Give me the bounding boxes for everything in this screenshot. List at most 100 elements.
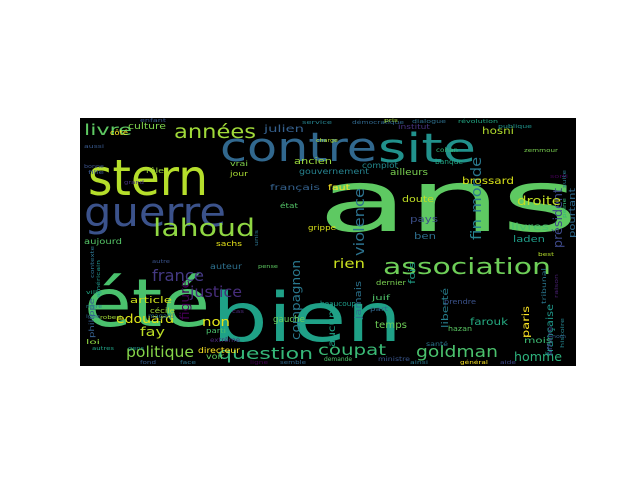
- cloud-word: publique: [498, 124, 532, 130]
- cloud-word: autres: [92, 346, 115, 352]
- cloud-word: liberté: [440, 287, 451, 328]
- cloud-word: gens: [128, 346, 145, 352]
- cloud-word: démocratique: [352, 119, 404, 126]
- cloud-word: brossard: [462, 176, 514, 187]
- cloud-word: france: [152, 266, 204, 285]
- cloud-word: général: [460, 359, 488, 366]
- cloud-word: ministre: [378, 356, 410, 363]
- cloud-word: charge: [316, 138, 338, 144]
- word-cloud-panel: ans été bien stern contre site guerre lahoud ass…: [80, 118, 576, 366]
- cloud-word: mère: [86, 303, 102, 310]
- cloud-word: temps: [375, 320, 407, 331]
- cloud-word: cohan: [436, 147, 458, 154]
- cloud-word: auteur: [210, 262, 243, 271]
- cloud-word: culture: [128, 122, 167, 132]
- cloud-word: philippe: [88, 298, 96, 338]
- cloud-word: voir: [206, 352, 225, 361]
- cloud-word: fin: [469, 219, 485, 240]
- cloud-word: edouard: [116, 312, 174, 326]
- cloud-word: robert: [100, 315, 122, 321]
- cloud-word: dernier: [376, 279, 406, 287]
- cloud-word: état: [280, 202, 298, 210]
- cloud-word: tribunal: [541, 267, 548, 304]
- cloud-word: français: [270, 183, 320, 192]
- cloud-word: ancien: [294, 157, 332, 167]
- cloud-word: aujourd: [84, 237, 122, 246]
- cloud-word: homme: [514, 350, 562, 364]
- cloud-word: idée: [86, 313, 100, 320]
- cloud-word: stern: [88, 149, 208, 207]
- cloud-word: révolution: [458, 118, 498, 125]
- cloud-word: julien: [263, 124, 304, 135]
- cloud-word: semble: [280, 360, 306, 366]
- cloud-word: magard: [148, 313, 174, 320]
- cloud-word: ligne: [250, 360, 268, 366]
- cloud-word: pense: [258, 264, 278, 270]
- cloud-word: gouvernement: [299, 167, 369, 176]
- cloud-word: française: [545, 304, 556, 356]
- cloud-word: hosni: [482, 126, 514, 137]
- cloud-word: cas: [232, 309, 245, 315]
- cloud-word: grand: [124, 180, 144, 186]
- cloud-word: droite: [517, 194, 561, 208]
- cloud-word: zemmour: [524, 148, 559, 154]
- cloud-word: enfant: [140, 118, 166, 124]
- cloud-word: côté: [110, 129, 128, 137]
- cloud-word: dialogue: [412, 119, 446, 125]
- cloud-word: affaire: [547, 326, 554, 356]
- cloud-word: fay: [140, 325, 165, 339]
- cloud-word: aussi: [84, 144, 104, 150]
- cloud-word: fille: [88, 170, 104, 176]
- cloud-word: faut: [328, 183, 350, 192]
- cloud-word: guerre: [84, 190, 226, 236]
- cloud-word: question: [218, 344, 313, 363]
- cloud-word: service: [302, 120, 332, 126]
- cloud-word: hazan: [448, 325, 472, 333]
- cloud-word: institut: [398, 123, 430, 131]
- cloud-word: paris: [521, 306, 532, 338]
- cloud-word: face: [180, 360, 196, 366]
- cloud-word: unis: [254, 229, 260, 246]
- cloud-word: bonne: [84, 164, 104, 170]
- cloud-word: politique: [126, 343, 194, 361]
- cloud-word: été: [84, 265, 210, 342]
- cloud-word: article: [130, 296, 173, 306]
- cloud-word: nom: [552, 334, 566, 340]
- cloud-word: ben: [414, 232, 436, 242]
- cloud-word: demande: [324, 356, 352, 363]
- cloud-word: pourtant: [568, 187, 576, 238]
- cloud-word: fois: [408, 262, 418, 284]
- cloud-word: monde: [469, 157, 485, 213]
- cloud-word: ans: [318, 152, 576, 252]
- cloud-word: doute: [402, 195, 435, 205]
- cloud-word: santé: [426, 341, 448, 348]
- cloud-word: mois: [524, 336, 552, 345]
- cloud-word: ville: [86, 290, 102, 296]
- cloud-word: aide: [500, 360, 516, 366]
- cloud-word: directeur: [198, 346, 241, 355]
- cloud-word: loi: [86, 339, 101, 346]
- cloud-word: aucune: [327, 303, 338, 347]
- cloud-word: juif: [370, 294, 391, 302]
- cloud-word: fond: [140, 360, 156, 366]
- cloud-word: vrai: [230, 160, 248, 168]
- cloud-word: sachs: [216, 240, 242, 248]
- cloud-word: banque: [435, 158, 463, 166]
- cloud-word: peine: [562, 198, 568, 218]
- cloud-word: livre: [84, 121, 132, 139]
- cloud-word: beaucoup: [320, 300, 357, 308]
- cloud-word: années: [174, 121, 256, 143]
- cloud-word: figure: [178, 280, 192, 320]
- cloud-word: extrême: [210, 337, 240, 344]
- cloud-word: histoire: [560, 318, 566, 348]
- cloud-word: suite: [562, 170, 568, 188]
- cloud-word: raison: [554, 274, 560, 298]
- cloud-word: jour: [229, 170, 248, 178]
- cloud-word: prendre: [444, 298, 476, 306]
- cloud-word: contre: [220, 125, 377, 171]
- cloud-word: violence: [352, 188, 368, 256]
- cloud-word: compagnon: [289, 260, 303, 340]
- cloud-word: rôle: [146, 167, 164, 175]
